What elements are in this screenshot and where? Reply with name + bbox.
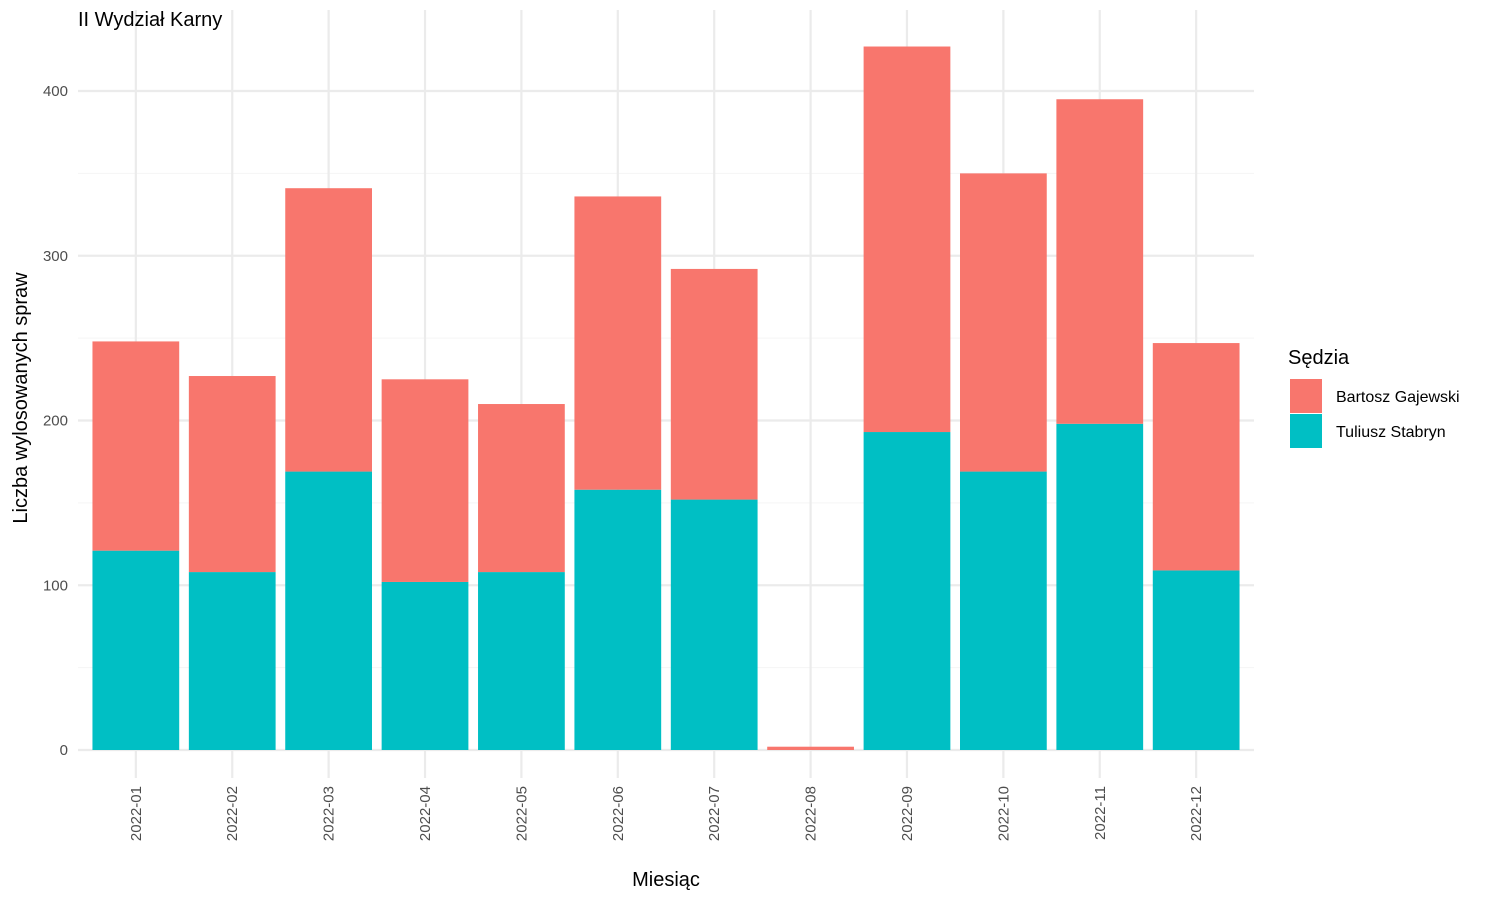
bar-segment-tuliusz-stabryn-2022-04 xyxy=(381,581,469,750)
bar-segment-bartosz-gajewski-2022-09 xyxy=(863,46,951,433)
x-axis-title: Miesiąc xyxy=(632,869,700,891)
y-axis-ticks: 0 100 200 300 400 xyxy=(43,83,68,759)
y-tick-label: 300 xyxy=(43,248,68,265)
bar-segment-tuliusz-stabryn-2022-11 xyxy=(1056,423,1144,750)
bar-segment-bartosz-gajewski-2022-01 xyxy=(92,341,180,551)
legend-swatch-tuliusz-stabryn xyxy=(1290,414,1322,448)
x-tick-label: 2022-10 xyxy=(995,786,1012,841)
bar-segment-bartosz-gajewski-2022-02 xyxy=(188,376,276,573)
y-tick-label: 200 xyxy=(43,413,68,430)
bar-segment-tuliusz-stabryn-2022-07 xyxy=(670,499,758,750)
bar-segment-tuliusz-stabryn-2022-06 xyxy=(574,489,662,750)
y-tick-label: 0 xyxy=(60,742,68,759)
bar-segment-tuliusz-stabryn-2022-12 xyxy=(1152,570,1240,750)
bar-segment-tuliusz-stabryn-2022-01 xyxy=(92,550,180,750)
chart-title: II Wydział Karny xyxy=(78,9,222,31)
x-tick-label: 2022-01 xyxy=(128,786,145,841)
bars xyxy=(92,46,1240,750)
bar-segment-tuliusz-stabryn-2022-10 xyxy=(960,471,1047,750)
bar-segment-tuliusz-stabryn-2022-05 xyxy=(478,572,565,750)
y-tick-label: 400 xyxy=(43,83,68,100)
x-tick-label: 2022-04 xyxy=(417,786,434,841)
y-tick-label: 100 xyxy=(43,577,68,594)
x-tick-label: 2022-03 xyxy=(321,786,338,841)
bar-segment-bartosz-gajewski-2022-11 xyxy=(1056,99,1144,424)
bar-segment-bartosz-gajewski-2022-03 xyxy=(285,188,372,472)
bar-segment-tuliusz-stabryn-2022-09 xyxy=(863,432,951,750)
x-tick-label: 2022-05 xyxy=(513,786,530,841)
y-axis-title: Liczba wylosowanych spraw xyxy=(10,272,32,524)
bar-segment-bartosz-gajewski-2022-10 xyxy=(960,173,1047,472)
x-tick-label: 2022-06 xyxy=(610,786,627,841)
x-tick-label: 2022-11 xyxy=(1092,786,1109,840)
bar-segment-bartosz-gajewski-2022-07 xyxy=(670,268,758,500)
x-tick-label: 2022-08 xyxy=(803,786,820,841)
legend-label: Tuliusz Stabryn xyxy=(1336,424,1446,441)
bar-segment-bartosz-gajewski-2022-08 xyxy=(767,746,854,750)
bar-segment-bartosz-gajewski-2022-12 xyxy=(1152,343,1240,571)
x-tick-label: 2022-09 xyxy=(899,786,916,841)
x-tick-label: 2022-02 xyxy=(224,786,241,841)
legend-items: Bartosz Gajewski Tuliusz Stabryn xyxy=(1290,379,1460,448)
bar-segment-bartosz-gajewski-2022-05 xyxy=(478,404,565,573)
bar-segment-bartosz-gajewski-2022-04 xyxy=(381,379,469,582)
bar-segment-bartosz-gajewski-2022-06 xyxy=(574,196,662,490)
x-tick-label: 2022-12 xyxy=(1188,786,1205,841)
legend: Sędzia Bartosz Gajewski Tuliusz Stabryn xyxy=(1288,347,1460,448)
legend-title: Sędzia xyxy=(1288,347,1350,369)
bar-segment-tuliusz-stabryn-2022-02 xyxy=(188,572,276,750)
legend-label: Bartosz Gajewski xyxy=(1336,389,1460,406)
x-tick-label: 2022-07 xyxy=(706,786,723,841)
legend-swatch-bartosz-gajewski xyxy=(1290,379,1322,413)
x-axis-ticks: 2022-01 2022-02 2022-03 2022-04 2022-05 2022-… xyxy=(128,786,1205,841)
bar-segment-tuliusz-stabryn-2022-03 xyxy=(285,471,372,750)
